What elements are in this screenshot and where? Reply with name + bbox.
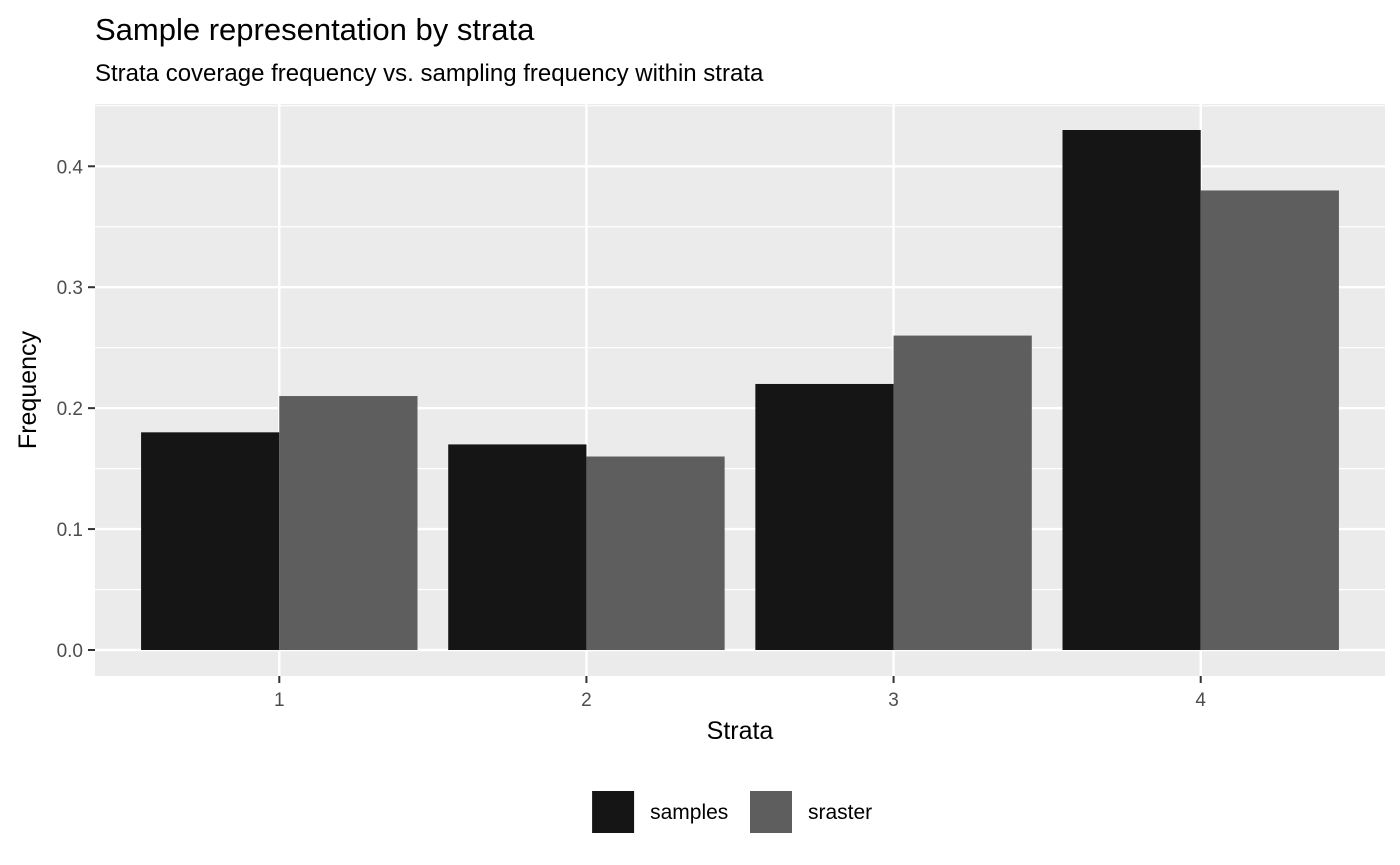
bar-samples-2 — [448, 444, 587, 650]
bar-sraster-1 — [279, 396, 418, 650]
legend-label-sraster: sraster — [808, 801, 872, 824]
bar-sraster-3 — [893, 335, 1032, 650]
x-tick-label: 2 — [581, 690, 592, 711]
legend-label-samples: samples — [650, 801, 728, 824]
bar-sraster-4 — [1200, 190, 1339, 650]
x-axis-title: Strata — [707, 717, 774, 745]
x-tick-label: 3 — [888, 690, 899, 711]
y-tick-label: 0.4 — [57, 157, 84, 178]
y-axis-title: Frequency — [14, 330, 42, 449]
y-tick-label: 0.1 — [57, 520, 83, 541]
chart-title: Sample representation by strata — [95, 12, 535, 47]
legend-key-samples — [592, 791, 635, 833]
y-tick-label: 0.0 — [57, 641, 83, 662]
chart-subtitle: Strata coverage frequency vs. sampling f… — [95, 60, 764, 87]
x-axis: 1 2 3 4 — [274, 676, 1206, 711]
bar-samples-3 — [755, 383, 894, 650]
bar-samples-1 — [141, 432, 280, 650]
x-tick-label: 1 — [274, 690, 285, 711]
bars — [141, 130, 1339, 650]
legend: samples sraster — [592, 791, 872, 833]
y-axis: 0.0 0.1 0.2 0.3 0.4 — [57, 157, 95, 662]
bar-samples-4 — [1062, 130, 1201, 650]
legend-key-sraster — [750, 791, 792, 833]
y-tick-label: 0.2 — [57, 399, 83, 420]
bar-sraster-2 — [586, 456, 725, 650]
x-tick-label: 4 — [1195, 690, 1206, 711]
y-tick-label: 0.3 — [57, 278, 83, 299]
